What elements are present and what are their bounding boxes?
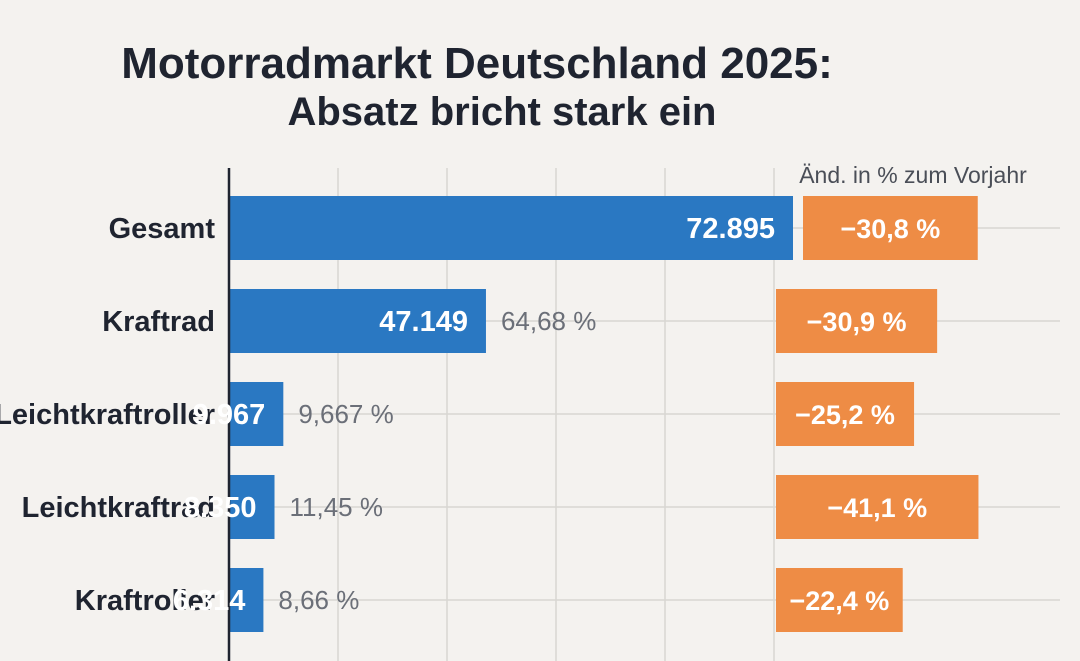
share-label: 64,68 %	[501, 306, 596, 336]
share-label: 8,66 %	[278, 585, 359, 615]
change-label: −30,8 %	[840, 214, 940, 244]
share-label: 11,45 %	[290, 492, 383, 522]
category-label: Leichtkraftroller	[0, 399, 215, 431]
category-label: Gesamt	[109, 213, 216, 245]
change-label: −25,2 %	[795, 400, 895, 430]
share-label: 9,667 %	[298, 399, 393, 429]
chart-subtitle: Absatz bricht stark ein	[287, 90, 716, 134]
bars	[229, 196, 793, 632]
labels: Gesamt 72.895 −30,8 % Kraftrad 47.149 64,68 %…	[0, 213, 940, 617]
category-label: Kraftroller	[75, 585, 215, 617]
change-label: −41,1 %	[827, 493, 927, 523]
bar-leichtkraftrad	[229, 475, 275, 539]
bar-value-label: 8.350	[184, 492, 257, 524]
change-box-kraftroller	[776, 568, 903, 632]
bar-value-label: 47.149	[379, 306, 468, 338]
change-box-gesamt	[803, 196, 978, 260]
bar-kraftroller	[229, 568, 264, 632]
change-boxes	[776, 196, 979, 632]
change-label: −30,9 %	[807, 307, 907, 337]
bar-value-label: 6.314	[173, 585, 246, 617]
change-label: −22,4 %	[789, 586, 889, 616]
category-label: Kraftrad	[102, 306, 215, 338]
bar-leichtkraftroller	[229, 382, 284, 446]
change-box-leichtkraftroller	[776, 382, 915, 446]
change-box-kraftrad	[776, 289, 938, 353]
chart-title: Motorradmarkt Deutschland 2025:	[121, 39, 833, 88]
change-box-leichtkraftrad	[776, 475, 979, 539]
bar-value-label: 72.895	[686, 213, 775, 245]
bar-kraftrad	[229, 289, 486, 353]
bar-gesamt	[229, 196, 793, 260]
bar-value-label: 9.967	[193, 399, 266, 431]
category-label: Leichtkraftrad	[22, 492, 215, 524]
change-column-header: Änd. in % zum Vorjahr	[799, 162, 1027, 188]
